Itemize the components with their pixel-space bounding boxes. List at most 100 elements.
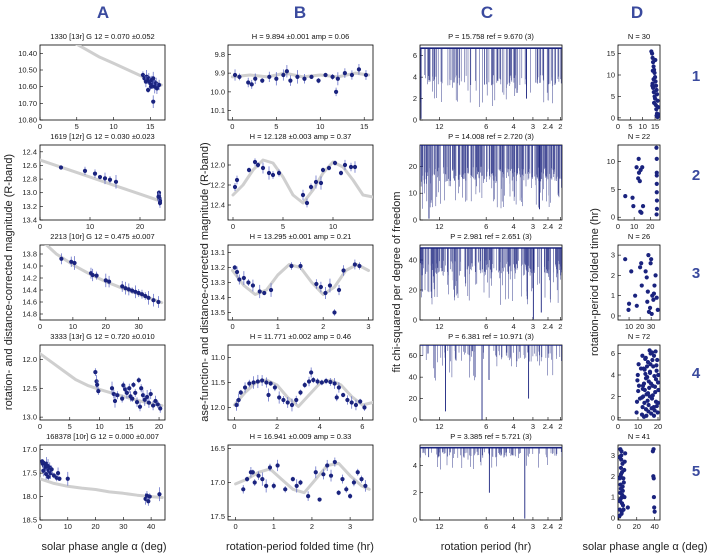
x-tick-label: 4 <box>511 222 515 231</box>
y-tick-label: 14.6 <box>22 298 37 307</box>
data-point <box>654 156 659 161</box>
data-point <box>351 480 357 485</box>
data-point <box>626 301 632 306</box>
y-tick-label: 17.5 <box>210 512 225 521</box>
data-point <box>649 257 654 262</box>
data-point <box>148 391 153 397</box>
panel-title-a1: 1330 [13r] G 12 = 0.070 ±0.052 <box>50 32 154 41</box>
column-b-y-axis-title: ase-function- and distance-corrected mag… <box>199 142 211 421</box>
x-tick-label: 6 <box>484 322 488 331</box>
panel-a2: 1619 [12r] G 12 = 0.030 ±0.023 0 10 20 12.4 1… <box>22 132 166 231</box>
data-point <box>318 180 324 186</box>
data-point <box>143 293 148 299</box>
plot-area <box>649 49 660 120</box>
data-point <box>651 90 656 95</box>
y-tick-label: 0 <box>413 216 417 225</box>
data-point <box>326 165 332 171</box>
data-point <box>288 78 293 83</box>
panel-d3: N = 26 10 20 30 0 1 2 3 <box>611 232 661 331</box>
column-b-x-axis-title: rotation-period folded time (hr) <box>226 541 374 553</box>
data-point <box>316 78 321 83</box>
panel-frame <box>419 444 563 521</box>
x-tick-label: 15 <box>125 422 133 431</box>
panel-title-a4: 3333 [13r] G 12 = 0.720 ±0.010 <box>50 332 154 341</box>
panel-title-b3: H = 13.295 ±0.001 amp = 0.21 <box>250 232 352 241</box>
data-point <box>653 57 658 63</box>
plot-area <box>40 352 164 413</box>
data-point <box>634 165 639 170</box>
panel-title-c4: P = 6.381 ref = 10.971 (3) <box>448 332 534 341</box>
y-tick-label: 0 <box>611 113 615 122</box>
data-point <box>260 165 266 171</box>
panel-frame <box>39 344 166 421</box>
y-tick-label: 18.0 <box>22 492 37 501</box>
data-point <box>323 378 329 384</box>
data-point <box>298 390 303 395</box>
data-point <box>634 303 639 308</box>
x-tick-label: 3 <box>531 322 535 331</box>
data-point <box>352 262 357 267</box>
data-point <box>652 283 657 288</box>
y-tick-label: 1 <box>611 291 615 300</box>
y-tick-label: 9.9 <box>215 69 225 78</box>
y-tick-label: 12.4 <box>210 201 225 210</box>
data-point <box>640 405 645 410</box>
y-tick-label: 16.5 <box>210 444 225 453</box>
data-point <box>620 488 625 493</box>
fit-curve <box>40 477 164 499</box>
y-tick-label: 12.2 <box>210 181 225 190</box>
data-point <box>237 277 242 282</box>
fit-curve <box>230 71 371 79</box>
x-tick-label: 0 <box>232 422 236 431</box>
data-point <box>651 447 656 452</box>
panel-frame <box>419 344 563 421</box>
data-point <box>93 370 98 375</box>
x-tick-label: 3 <box>366 322 370 331</box>
x-tick-label: 3 <box>531 522 535 531</box>
data-point <box>92 171 98 176</box>
x-tick-label: 5 <box>68 422 72 431</box>
y-tick-label: 12.0 <box>210 403 225 412</box>
data-point <box>332 310 337 315</box>
x-tick-label: 0 <box>230 322 234 331</box>
plot-area <box>420 247 562 320</box>
plot-area <box>618 447 657 518</box>
x-tick-label: 4 <box>511 122 515 131</box>
data-point <box>137 404 143 409</box>
data-point <box>253 76 258 81</box>
data-point <box>345 397 350 403</box>
data-point <box>623 257 628 262</box>
data-point <box>264 380 269 385</box>
data-point <box>65 476 70 481</box>
panel-b1: H = 9.894 ±0.001 amp = 0.06 0 5 10 15 9.8 9.9 1… <box>210 32 374 131</box>
data-point <box>647 369 653 374</box>
data-point <box>317 497 322 502</box>
data-point <box>255 162 261 168</box>
x-tick-label: 20 <box>636 322 644 331</box>
data-point <box>636 362 641 367</box>
data-point <box>234 402 239 408</box>
x-tick-label: 20 <box>102 322 110 331</box>
data-point <box>336 490 341 495</box>
data-point <box>246 80 251 85</box>
x-tick-label: 12 <box>435 322 443 331</box>
data-point <box>271 483 276 489</box>
data-point <box>262 290 267 296</box>
data-point <box>363 72 369 78</box>
y-tick-label: 13.3 <box>210 278 225 287</box>
data-point <box>650 68 655 73</box>
data-point <box>264 483 269 489</box>
x-tick-label: 0 <box>616 422 620 431</box>
x-tick-label: 2.4 <box>543 222 553 231</box>
data-point <box>252 159 258 165</box>
data-point <box>115 393 120 398</box>
panel-a3: 2213 [10r] G 12 = 0.475 ±0.007 0 10 20 30 13.… <box>22 232 166 331</box>
data-point <box>146 295 151 300</box>
data-point <box>147 494 152 499</box>
y-tick-label: 5 <box>611 92 615 101</box>
data-point <box>112 398 118 404</box>
data-point <box>654 295 659 300</box>
data-point <box>260 378 265 383</box>
y-tick-label: 14.2 <box>22 274 37 283</box>
